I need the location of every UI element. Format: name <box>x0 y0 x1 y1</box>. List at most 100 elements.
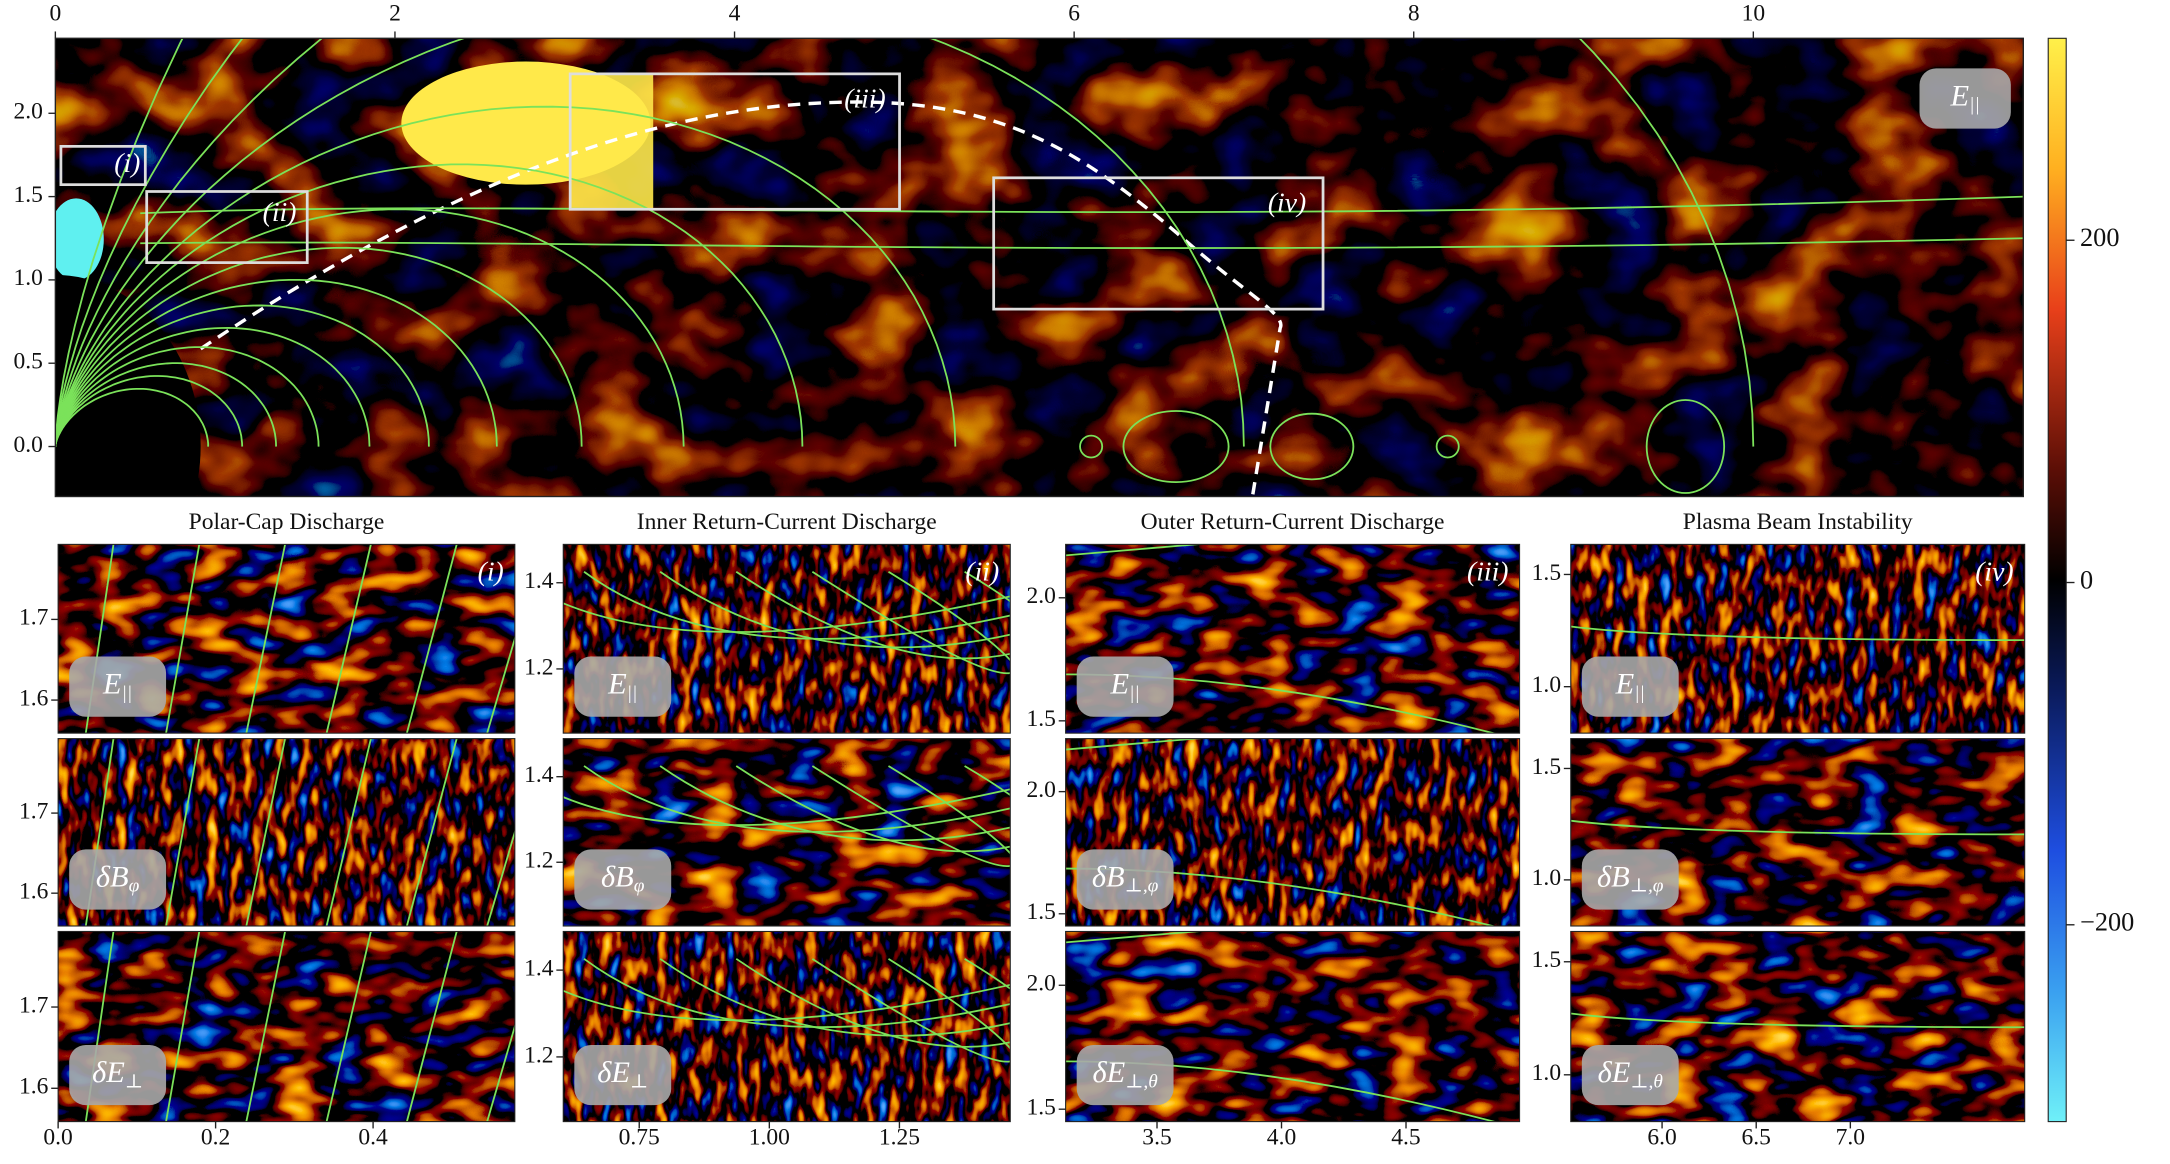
field-label: δB⊥,φ <box>1597 860 1664 898</box>
x-tick-label: 0.2 <box>201 1125 230 1151</box>
field-line <box>811 765 1011 867</box>
field-base: δE <box>1092 1055 1125 1089</box>
field-line <box>1065 738 1205 751</box>
panel-title: Outer Return-Current Discharge <box>1141 509 1445 535</box>
x-tick-label: 10 <box>1742 1 1766 27</box>
field-sub: φ <box>129 876 140 897</box>
x-tick-label: 2 <box>389 1 401 27</box>
y-tick-label: 1.5 <box>1027 706 1056 732</box>
field-base: E <box>1615 667 1635 701</box>
cyan-region <box>55 198 104 281</box>
x-tick-label: 0 <box>49 1 61 27</box>
field-line <box>563 595 1011 633</box>
plasmoid <box>1645 399 1726 494</box>
field-lines <box>1570 819 2025 836</box>
plasmoid <box>1122 410 1230 483</box>
field-line <box>888 570 1011 693</box>
field-badge <box>1581 849 1679 910</box>
field-line <box>735 765 1011 853</box>
sub-panel: δE⊥,θ <box>1570 930 2026 1123</box>
field-line <box>325 931 372 1122</box>
field-line <box>563 788 1011 826</box>
y-tick-label: 1.4 <box>524 956 554 982</box>
field-line <box>55 38 1755 447</box>
y-tick-label: 1.7 <box>19 992 49 1018</box>
field-line <box>659 765 1011 842</box>
sub-panel: δB⊥,φ <box>1570 738 2026 927</box>
sub-frame <box>1570 738 2026 927</box>
field-line <box>55 38 184 447</box>
x-tick-label: 1.00 <box>749 1125 790 1151</box>
sub-frame <box>1570 930 2026 1123</box>
field-sub: ⊥,φ <box>1125 876 1159 897</box>
x-tick-label: 7.0 <box>1836 1125 1865 1151</box>
sub-frame <box>1065 738 1521 927</box>
field-line <box>735 958 1011 1048</box>
field-sub: ⊥,θ <box>1630 1072 1663 1093</box>
field-label: E|| <box>607 667 637 705</box>
field-base: E <box>1950 79 1970 113</box>
field-sub: || <box>122 683 133 704</box>
field-line <box>165 544 201 734</box>
field-badge <box>1919 68 2011 129</box>
field-line <box>486 829 515 927</box>
field-badge <box>69 1045 167 1106</box>
x-tick-label: 6.0 <box>1647 1125 1676 1151</box>
field-line <box>406 931 458 1122</box>
field-label: δBφ <box>96 860 140 898</box>
field-label: δE⊥,θ <box>1092 1055 1157 1093</box>
field-sub: || <box>1969 95 1980 116</box>
field-badge <box>1076 656 1174 717</box>
sub-frame <box>1065 543 1521 734</box>
field-line <box>325 544 372 734</box>
field-map-texture <box>55 38 2024 497</box>
panel-title: Polar-Cap Discharge <box>189 509 385 535</box>
field-line <box>888 958 1011 1081</box>
y-tick-label: 1.5 <box>1027 899 1056 925</box>
field-line <box>486 635 515 734</box>
field-sub: φ <box>634 876 645 897</box>
field-line <box>964 958 1011 1100</box>
sub-frame <box>57 930 516 1123</box>
sub-panel: δE⊥ <box>562 930 1011 1123</box>
y-tick-label: 1.6 <box>19 879 48 905</box>
field-sub: || <box>627 683 638 704</box>
sub-panel: δBφ <box>57 738 516 927</box>
field-lines <box>563 570 1011 712</box>
field-sub: ⊥,φ <box>1630 876 1664 897</box>
x-tick-label: 4.5 <box>1391 1125 1420 1151</box>
field-line <box>888 765 1011 885</box>
field-sub: || <box>1129 683 1140 704</box>
field-base: δE <box>1598 1055 1631 1089</box>
field-line <box>325 738 372 927</box>
y-tick-label: 1.2 <box>524 848 553 874</box>
panel-title: Plasma Beam Instability <box>1683 509 1913 535</box>
x-tick-label: 4.0 <box>1267 1125 1296 1151</box>
y-tick-label: 1.7 <box>19 799 49 825</box>
panel-tag: (ii) <box>965 556 999 587</box>
colorbar-tick-label: 200 <box>2080 223 2119 252</box>
field-line <box>406 544 458 734</box>
field-label: δB⊥,φ <box>1092 860 1159 898</box>
region-label: (i) <box>114 147 140 178</box>
sub-panel: δB⊥,φ <box>1065 738 1521 927</box>
y-tick-label: 1.5 <box>1532 754 1561 780</box>
y-tick-label: 1.2 <box>524 1042 553 1068</box>
plasmoid <box>1079 434 1104 459</box>
field-base: δB <box>601 860 634 894</box>
y-tick-label: 1.0 <box>1532 865 1561 891</box>
field-label: E|| <box>102 667 132 705</box>
y-tick-label: 1.4 <box>524 568 554 594</box>
field-line <box>563 983 1011 1022</box>
y-tick-label: 1.5 <box>1532 560 1561 586</box>
field-sub: ⊥,θ <box>1125 1072 1158 1093</box>
y-tick-label: 1.0 <box>1532 1060 1561 1086</box>
field-line <box>486 1023 515 1122</box>
field-line <box>583 765 1011 833</box>
sub-panel: E|| (ii) <box>562 543 1011 734</box>
panel-tag: (iv) <box>1975 556 2013 587</box>
x-tick-label: 0.0 <box>43 1125 72 1151</box>
sub-frame <box>57 738 516 927</box>
main-panel <box>55 38 2024 497</box>
